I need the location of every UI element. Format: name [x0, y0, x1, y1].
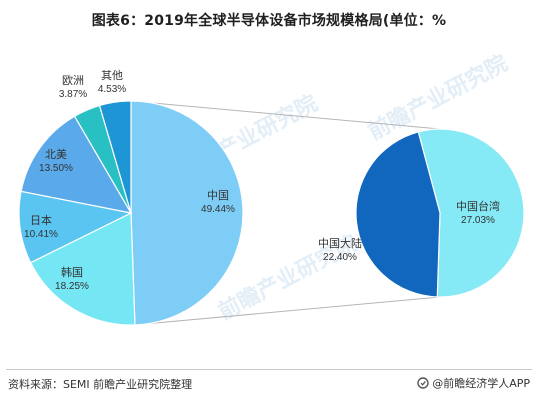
- chart-title: 图表6：2019年全球半导体设备市场规模格局(单位：%: [91, 13, 447, 29]
- main-pie-slice-3-label: 北美: [45, 148, 67, 161]
- connector-line-top: [130, 100, 441, 130]
- main-pie-slice-4-value-label: 3.87%: [59, 89, 87, 100]
- main-pie-slice-1: [29, 212, 136, 326]
- sub-pie-slice-1-label: 中国大陆: [318, 236, 362, 250]
- main-pie-slice-4-label: 欧洲: [62, 74, 84, 87]
- main-pie-slice-0: [130, 100, 244, 326]
- main-pie-slice-5-value-label: 4.53%: [98, 84, 126, 95]
- main-pie-slice-2: [18, 190, 133, 264]
- main-pie-slice-3: [20, 115, 133, 214]
- sub-pie-slice-1-value-label: 22.40%: [323, 252, 357, 263]
- footer-divider: [6, 369, 532, 370]
- brand-logo-icon: [417, 377, 429, 389]
- pie-labels: 中国 49.44% 韩国 18.25% 日本 10.41% 北美 13.50% 欧洲 3.87% 其…: [24, 69, 500, 292]
- sub-pie-slice-0: [417, 128, 525, 298]
- sub-pie-slice-0-value-label: 27.03%: [461, 215, 495, 226]
- main-pie-slice-5: [98, 100, 132, 214]
- main-pie-slice-3-value-label: 13.50%: [39, 163, 73, 174]
- main-pie-slice-1-label: 韩国: [61, 265, 83, 279]
- main-pie-slice-1-value-label: 18.25%: [55, 281, 89, 292]
- connector-lines: [130, 100, 441, 326]
- main-pie-slice-0-value-label: 49.44%: [201, 204, 235, 215]
- brand-credit: @前瞻经济学人APP: [417, 375, 530, 391]
- sub-pie-slice-1: [355, 131, 441, 298]
- main-pie: [18, 100, 244, 326]
- main-pie-slice-2-label: 日本: [30, 213, 52, 227]
- main-pie-slice-0-label: 中国: [207, 189, 229, 202]
- connector-line-bottom: [134, 296, 441, 326]
- main-pie-slice-2-value-label: 10.41%: [24, 229, 58, 240]
- brand-text: @前瞻经济学人APP: [432, 377, 530, 390]
- sub-pie-slice-0-label: 中国台湾: [456, 199, 500, 213]
- main-pie-slice-5-label: 其他: [101, 69, 123, 82]
- source-note: 资料来源：SEMI 前瞻产业研究院整理: [8, 378, 193, 391]
- sub-pie: [355, 128, 525, 298]
